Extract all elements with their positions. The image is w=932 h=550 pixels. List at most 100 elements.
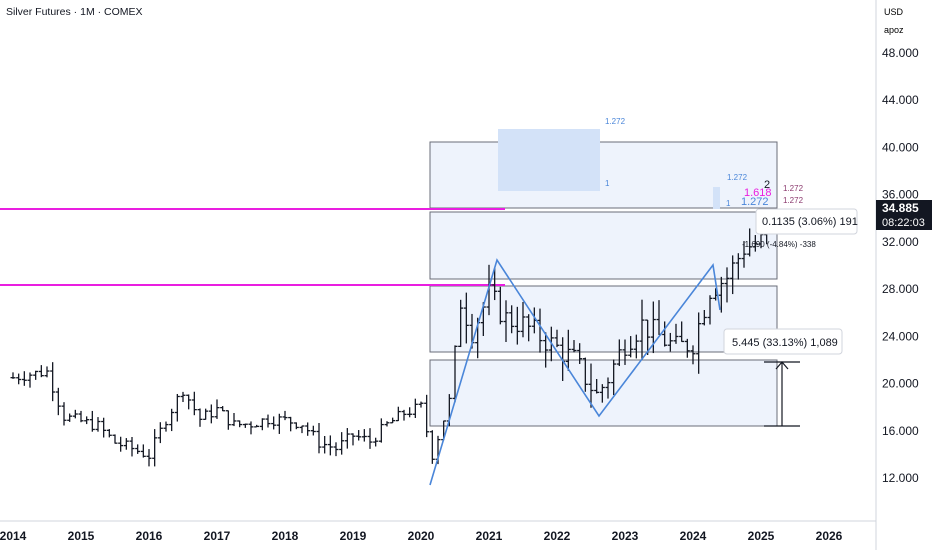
price-bar bbox=[605, 377, 611, 399]
price-bar bbox=[679, 321, 685, 343]
price-bar bbox=[429, 430, 435, 464]
price-bar bbox=[84, 416, 90, 425]
price-bar bbox=[333, 442, 339, 457]
price-bar bbox=[339, 432, 345, 455]
x-axis-ticks: 2014 2015 2016 2017 2018 2019 2020 2021 2022 2023… bbox=[0, 529, 843, 543]
price-bar bbox=[684, 338, 690, 358]
fib-zone-box-2[interactable] bbox=[429, 211, 778, 280]
scale-mode-label[interactable]: apoz bbox=[884, 25, 904, 35]
price-bar bbox=[180, 391, 186, 403]
price-bar bbox=[174, 393, 180, 422]
price-bar bbox=[492, 267, 498, 301]
price-bar bbox=[265, 414, 271, 428]
price-bar bbox=[384, 421, 390, 427]
price-bar bbox=[611, 359, 617, 396]
x-tick-label: 2025 bbox=[748, 529, 775, 543]
price-bar bbox=[282, 410, 288, 421]
price-bar bbox=[662, 321, 668, 347]
price-bar bbox=[514, 306, 520, 345]
measure-mid-text: -1.690 (-4.84%) -338 bbox=[742, 240, 816, 249]
price-bar bbox=[10, 372, 16, 379]
price-bar bbox=[526, 314, 532, 342]
price-bar bbox=[299, 425, 305, 434]
price-bar bbox=[220, 406, 226, 412]
price-bar bbox=[254, 424, 260, 428]
price-bar bbox=[577, 343, 583, 364]
currency-label[interactable]: USD bbox=[884, 7, 904, 17]
arrow-up-icon bbox=[775, 361, 789, 370]
price-bar bbox=[395, 406, 401, 422]
current-price-value: 34.885 bbox=[882, 201, 919, 215]
price-bar bbox=[146, 449, 152, 467]
fib-zone-box-top[interactable] bbox=[429, 141, 778, 209]
price-bar bbox=[112, 434, 118, 444]
price-bar bbox=[129, 437, 135, 457]
price-bar bbox=[373, 437, 379, 447]
price-bar bbox=[106, 429, 112, 438]
target-zone-fill bbox=[498, 129, 600, 191]
price-bar bbox=[214, 399, 220, 419]
x-tick-label: 2021 bbox=[476, 529, 503, 543]
price-bar bbox=[741, 241, 747, 268]
price-bar bbox=[72, 409, 78, 419]
price-bar bbox=[356, 430, 362, 441]
measure-main-box[interactable] bbox=[723, 328, 843, 355]
y-tick-label: 36.000 bbox=[882, 188, 919, 202]
price-bar bbox=[78, 410, 84, 423]
y-axis-ticks: 12.000 16.000 20.000 24.000 28.000 32.000 36.0… bbox=[882, 46, 919, 485]
price-bar bbox=[38, 365, 44, 378]
price-bar bbox=[305, 422, 311, 436]
price-bar bbox=[724, 267, 730, 303]
price-bar bbox=[735, 253, 741, 280]
price-bar bbox=[707, 295, 713, 325]
price-bar bbox=[89, 410, 95, 432]
price-bar bbox=[633, 334, 639, 359]
price-bar bbox=[271, 416, 277, 430]
measure-top-box[interactable] bbox=[755, 208, 858, 235]
price-bar bbox=[203, 408, 209, 420]
price-bar bbox=[537, 308, 543, 353]
price-bar bbox=[367, 428, 373, 449]
price-bar bbox=[463, 292, 469, 344]
price-bar bbox=[101, 417, 107, 438]
price-bar bbox=[118, 436, 124, 452]
fib-zone-box-3[interactable] bbox=[429, 285, 778, 353]
price-bar bbox=[140, 444, 146, 458]
price-bar bbox=[565, 329, 571, 371]
price-bar bbox=[231, 413, 237, 427]
x-tick-label: 2018 bbox=[272, 529, 299, 543]
price-bar bbox=[622, 339, 628, 365]
price-bar bbox=[673, 323, 679, 344]
price-bar bbox=[458, 299, 464, 348]
price-bar bbox=[21, 371, 27, 386]
x-tick-label: 2022 bbox=[544, 529, 571, 543]
y-tick-label: 20.000 bbox=[882, 377, 919, 391]
price-bar bbox=[208, 404, 214, 424]
price-bar bbox=[361, 429, 367, 442]
y-tick-label: 48.000 bbox=[882, 46, 919, 60]
x-tick-label: 2020 bbox=[408, 529, 435, 543]
y-tick-label: 32.000 bbox=[882, 235, 919, 249]
price-bar bbox=[639, 299, 645, 360]
price-bar bbox=[27, 372, 33, 388]
current-price-tag[interactable] bbox=[876, 200, 932, 230]
price-bar bbox=[16, 373, 22, 385]
x-tick-label: 2023 bbox=[612, 529, 639, 543]
wave-path[interactable] bbox=[429, 258, 721, 486]
fib-label-1272-right-b: 1.272 bbox=[783, 196, 804, 205]
wave-label-2: 2 bbox=[764, 179, 770, 191]
fib-label-1-mid: 1 bbox=[726, 199, 731, 208]
price-bar bbox=[259, 418, 265, 431]
price-bar bbox=[310, 425, 316, 436]
fib-zone-box-bottom[interactable] bbox=[429, 359, 778, 427]
price-bar bbox=[44, 366, 50, 378]
price-bar bbox=[616, 339, 622, 367]
y-tick-label: 12.000 bbox=[882, 471, 919, 485]
price-bar bbox=[225, 410, 231, 430]
price-bar bbox=[401, 409, 407, 421]
price-bar bbox=[554, 329, 560, 348]
price-bar bbox=[197, 408, 203, 427]
price-bar bbox=[543, 332, 549, 368]
fib-label-1272-top: 1.272 bbox=[605, 117, 626, 126]
